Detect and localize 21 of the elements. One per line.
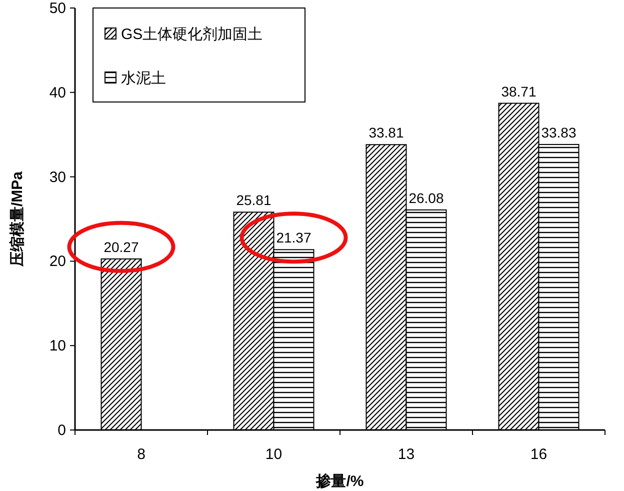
y-tick-label: 10 — [49, 338, 66, 355]
y-tick-label: 20 — [49, 253, 66, 270]
data-label: 38.71 — [501, 83, 536, 100]
legend-label: GS土体硬化剂加固土 — [121, 26, 263, 43]
y-tick-label: 50 — [49, 0, 66, 17]
y-tick-label: 30 — [49, 168, 66, 186]
x-tick-label: 10 — [265, 446, 282, 463]
y-axis-title: 压缩模量/MPa — [9, 170, 26, 268]
y-tick-label: 40 — [49, 84, 66, 102]
x-tick-label: 13 — [398, 446, 415, 463]
data-label: 33.83 — [541, 124, 576, 140]
data-label: 33.81 — [368, 124, 404, 141]
legend-label: 水泥土 — [121, 70, 166, 87]
data-label: 21.37 — [276, 230, 312, 246]
y-tick-label: 0 — [58, 422, 66, 439]
x-tick-label: 16 — [530, 446, 548, 463]
data-label: 26.08 — [408, 190, 444, 206]
x-axis-title: 掺量/% — [315, 473, 364, 490]
data-label: 20.27 — [104, 238, 139, 255]
x-tick-label: 8 — [137, 446, 146, 463]
data-label: 25.81 — [236, 192, 272, 208]
